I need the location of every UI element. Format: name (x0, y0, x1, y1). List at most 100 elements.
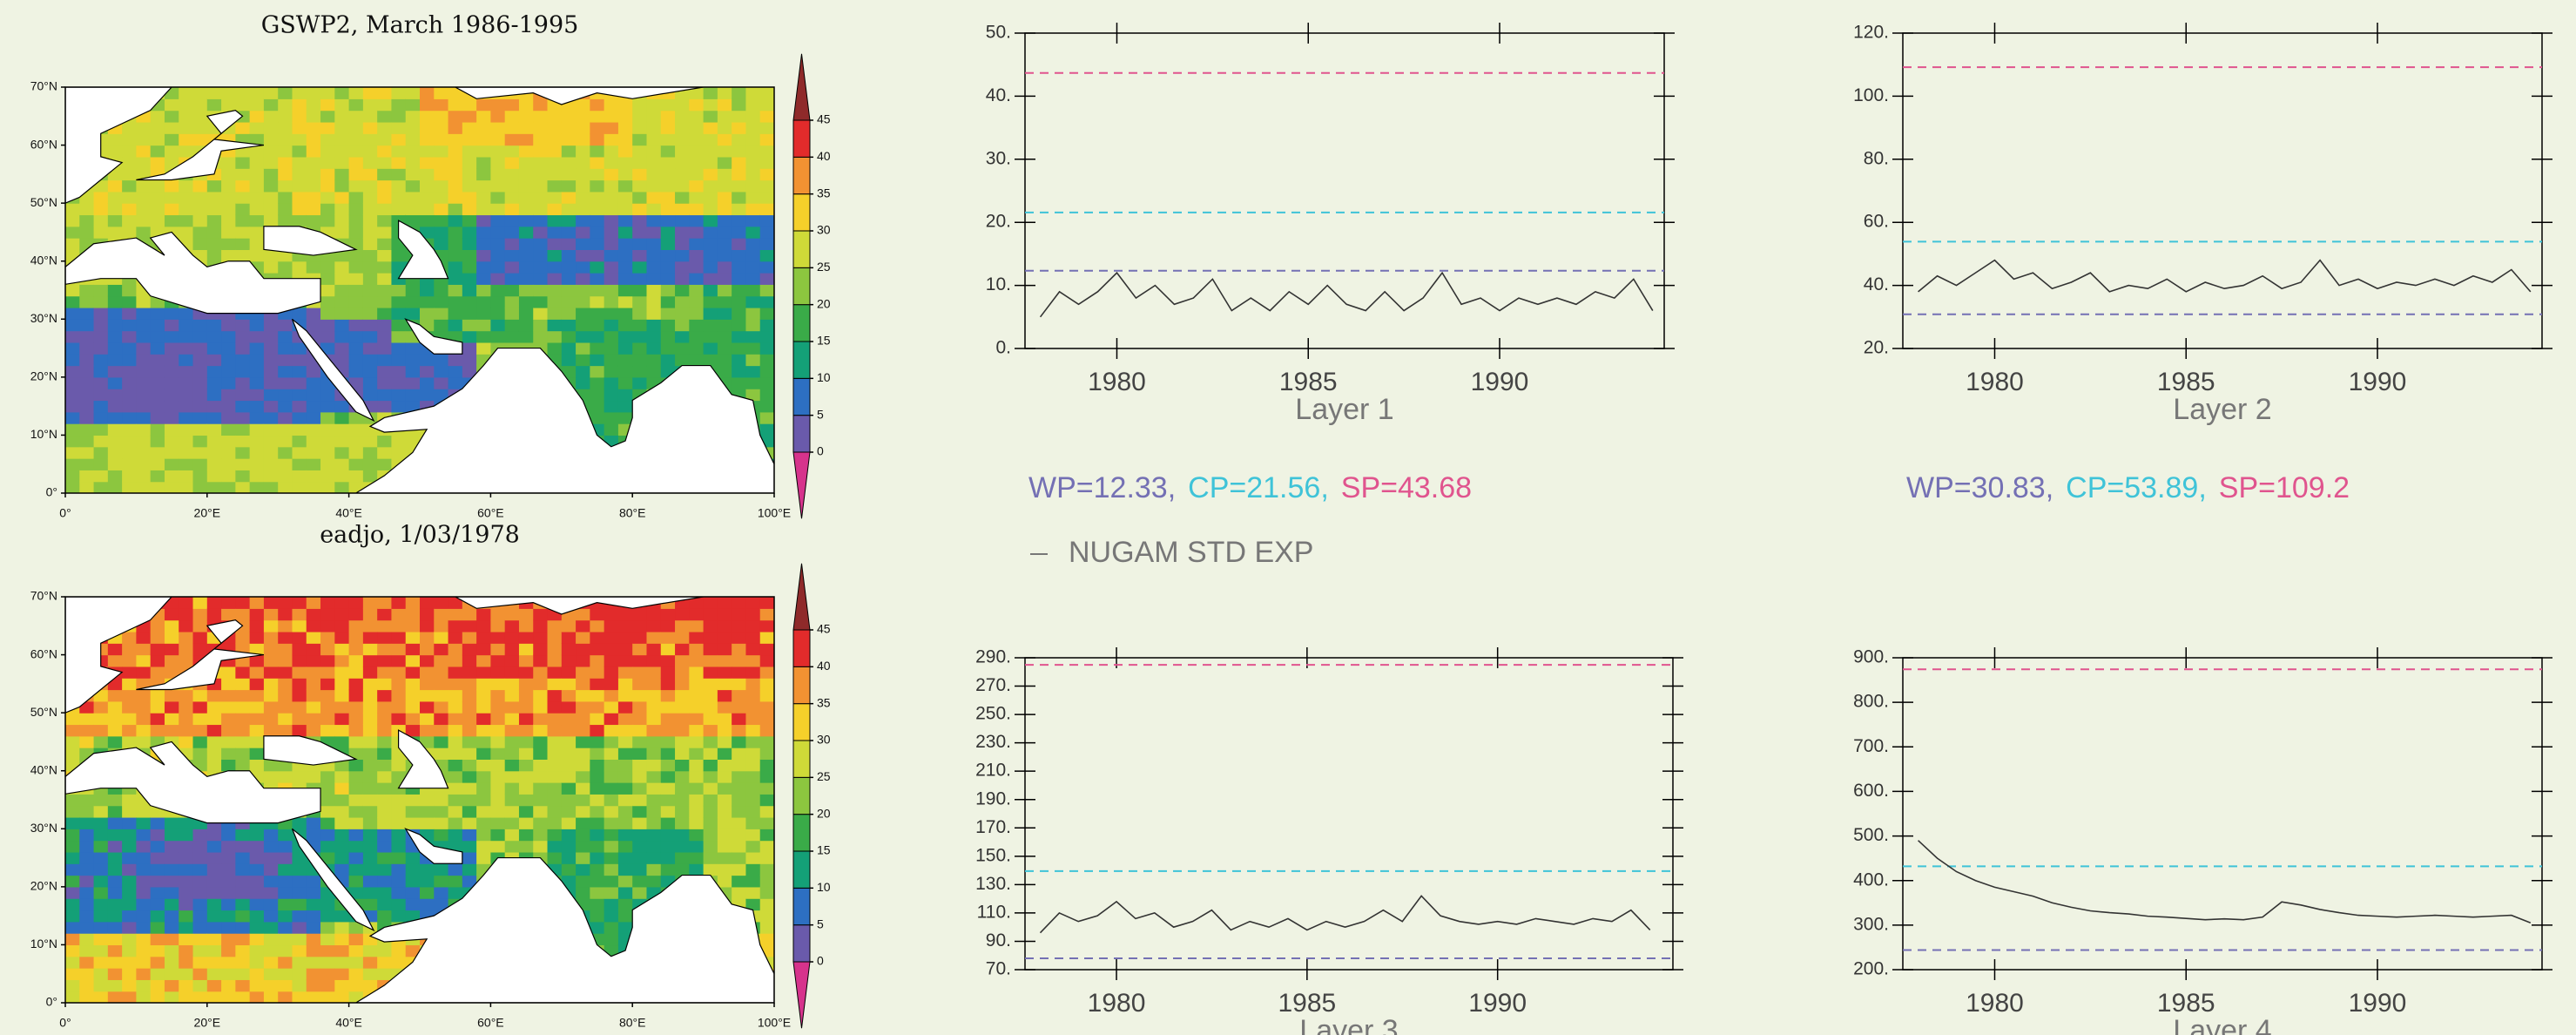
map-cell (65, 806, 80, 818)
map-cell (278, 366, 293, 378)
map-cell (292, 608, 307, 620)
map-cell (562, 632, 577, 644)
map-cell (689, 168, 704, 180)
map-cell (391, 794, 406, 806)
map-cell (391, 620, 406, 632)
colorbar-box (793, 777, 810, 814)
map-cell (65, 319, 80, 331)
map-cell (732, 782, 746, 795)
map-cell (363, 957, 378, 969)
map-cell (704, 168, 718, 180)
map-cell (576, 111, 590, 123)
map-cell (548, 342, 563, 355)
map-cell (108, 342, 123, 355)
map-cell (562, 180, 577, 193)
map-cell (519, 238, 534, 250)
map-cell (235, 898, 250, 910)
map-cell (207, 991, 222, 1004)
map-cell (264, 701, 279, 714)
map-cell (207, 979, 222, 991)
map-cell (448, 192, 463, 204)
map-cell (264, 666, 279, 679)
map-cell (292, 678, 307, 690)
map-cell (760, 192, 775, 204)
map-cell (675, 643, 690, 655)
map-cell (604, 400, 619, 412)
map-cell (406, 701, 421, 714)
y-tick-label: 250. (975, 704, 1011, 724)
map-cell (632, 319, 647, 331)
map-cell (363, 192, 378, 204)
map-cell (760, 910, 775, 922)
map-cell (221, 597, 236, 609)
map-cell (406, 863, 421, 876)
map-cell (307, 261, 321, 274)
map-cell (363, 238, 378, 250)
map-cell (604, 713, 619, 725)
map-cell (179, 389, 193, 401)
map-cell (391, 331, 406, 343)
map-cell (292, 261, 307, 274)
map-cell (136, 876, 151, 888)
map-cell (618, 249, 633, 261)
map-cell (193, 447, 208, 459)
map-cell (490, 620, 505, 632)
map-cell (65, 400, 80, 412)
map-cell (618, 876, 633, 888)
map-cell (108, 423, 123, 436)
map-cell (646, 192, 661, 204)
map-cell (533, 261, 548, 274)
map-cell (278, 863, 293, 876)
y-tick-label: 600. (1853, 781, 1889, 801)
map-title: eadjo, 1/03/1978 (320, 522, 520, 549)
map-cell (65, 944, 80, 957)
map-cell (179, 841, 193, 853)
map-cell (207, 852, 222, 864)
map-cell (207, 713, 222, 725)
map-cell (590, 794, 604, 806)
map-cell (533, 308, 548, 320)
map-cell (604, 261, 619, 274)
map-cell (363, 180, 378, 193)
map-cell (307, 470, 321, 482)
map-cell (505, 214, 520, 227)
map-cell (448, 238, 463, 250)
map-cell (533, 620, 548, 632)
map-cell (576, 655, 590, 667)
map-cell (278, 632, 293, 644)
map-cell (122, 841, 137, 853)
map-cell (420, 608, 435, 620)
map-cell (122, 713, 137, 725)
map-cell (420, 366, 435, 378)
map-cell (136, 122, 151, 134)
map-cell (732, 759, 746, 771)
map-cell (349, 608, 364, 620)
map-cell (548, 736, 563, 748)
map-cell (462, 678, 477, 690)
colorbar-box (793, 305, 810, 342)
map-cell (704, 249, 718, 261)
map-cell (448, 145, 463, 158)
map-cell (434, 597, 448, 609)
map-cell (604, 214, 619, 227)
map-cell (278, 876, 293, 888)
map-cell (618, 273, 633, 285)
map-cell (250, 898, 265, 910)
map-cell (704, 203, 718, 215)
map-cell (235, 922, 250, 934)
map-cell (307, 829, 321, 841)
map-cell (745, 214, 760, 227)
map-cell (490, 238, 505, 250)
map-cell (718, 319, 732, 331)
map-cell (490, 829, 505, 841)
map-cell (689, 111, 704, 123)
map-cell (207, 724, 222, 736)
map-cell (476, 284, 491, 296)
map-cell (193, 122, 208, 134)
map-cell (207, 957, 222, 969)
map-cell (661, 643, 676, 655)
map-cell (618, 400, 633, 412)
map-cell (179, 87, 193, 99)
map-cell (618, 910, 633, 922)
